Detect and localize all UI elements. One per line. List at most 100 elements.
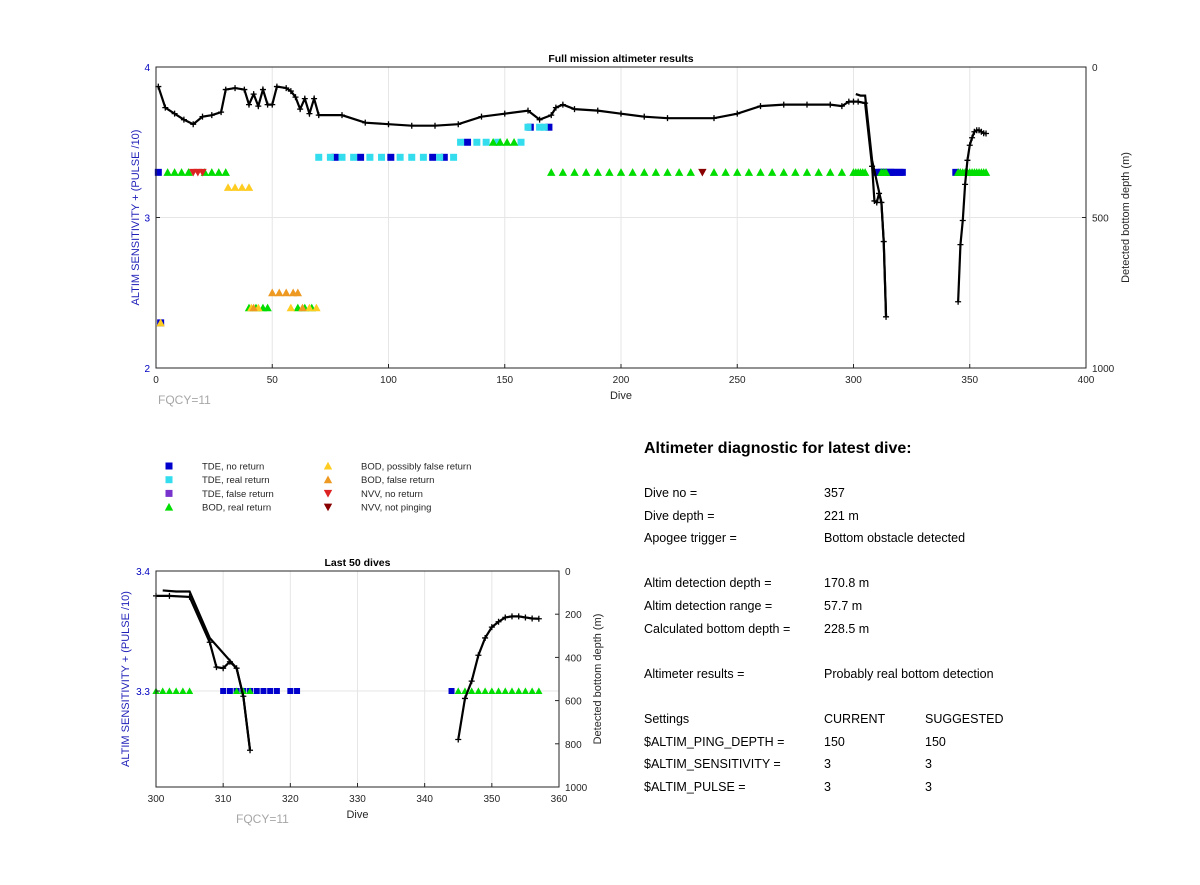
bottom-depth-point (488, 624, 495, 631)
data-point (570, 168, 579, 176)
data-point (220, 688, 227, 694)
legend-marker (165, 476, 173, 484)
ping-depth-suggested: 150 (925, 734, 946, 749)
bottom-depth-point (855, 98, 862, 105)
data-point (509, 138, 519, 146)
data-point (378, 153, 386, 161)
bottom-depth-point (171, 110, 178, 117)
bottom-depth-point (301, 95, 308, 102)
bottom-depth-point (501, 110, 508, 117)
bottom-depth-point (292, 94, 299, 101)
bottom-depth-point (269, 101, 276, 108)
legend-label: TDE, no return (202, 462, 264, 473)
x-tick-label: 0 (153, 375, 159, 386)
x-tick-label: 360 (551, 794, 568, 805)
bottom-depth-point (966, 142, 973, 149)
bottom-depth-point (468, 678, 475, 685)
data-point (744, 168, 754, 176)
data-point (357, 153, 365, 161)
y-right-tick-label: 0 (1092, 63, 1098, 74)
data-point (260, 688, 267, 694)
data-point (366, 153, 374, 161)
bottom-depth-point (482, 634, 489, 641)
data-point (756, 168, 765, 176)
bottom-depth-point (246, 101, 252, 108)
bottom-depth-point (306, 110, 313, 117)
apogee-row: Apogee trigger = Bottom obstacle detecte… (644, 531, 1164, 554)
dive-depth-label: Dive depth = (644, 508, 715, 523)
y-left-tick-label: 3.4 (136, 567, 150, 578)
bottom-depth-point (283, 85, 290, 92)
bottom-depth-line (957, 129, 987, 302)
apogee-value: Bottom obstacle detected (824, 531, 966, 546)
data-point (165, 687, 174, 694)
data-point (298, 303, 307, 312)
y-left-tick-label: 4 (144, 63, 150, 74)
ping-depth-label: $ALTIM_PING_DEPTH = (644, 734, 785, 749)
bottom-depth-point (571, 106, 578, 113)
suggested-header: SUGGESTED (925, 711, 1004, 726)
data-point (156, 318, 165, 327)
bottom-depth-point (618, 110, 624, 117)
data-point (214, 168, 223, 176)
data-point (286, 303, 296, 312)
data-point (616, 168, 626, 176)
legend-marker (323, 503, 333, 512)
bottom-depth-point (208, 112, 215, 119)
data-point (273, 688, 280, 694)
y-right-tick-label: 500 (1092, 214, 1109, 225)
data-point (494, 138, 502, 146)
bottom-depth-point (213, 664, 220, 671)
data-point (282, 288, 291, 297)
bottom-depth-point (222, 86, 229, 93)
legend-label: BOD, possibly false return (361, 462, 471, 473)
bottom-depth-point (508, 613, 515, 620)
bottom-depth-point (255, 103, 262, 110)
y-right-tick-label: 200 (565, 610, 582, 621)
data-point (338, 153, 346, 161)
x-tick-label: 400 (1078, 375, 1095, 386)
legend-label: TDE, false return (202, 489, 274, 500)
apogee-label: Apogee trigger = (644, 531, 737, 546)
x-tick-label: 350 (961, 375, 978, 386)
data-point (593, 168, 602, 176)
bottom-depth-line (855, 93, 888, 317)
data-point (294, 688, 301, 694)
bottom-depth-point (166, 592, 173, 599)
y-right-tick-label: 1000 (1092, 364, 1115, 375)
x-tick-label: 300 (845, 375, 862, 386)
bottom-depth-point (455, 736, 462, 743)
current-header: CURRENT (824, 711, 886, 726)
bottom-depth-point (311, 95, 318, 102)
fqcy-label: FQCY=11 (236, 812, 289, 826)
calc-depth-row: Calculated bottom depth = 228.5 m (644, 622, 1164, 645)
dive-no-value: 357 (824, 486, 845, 500)
bottom-depth-point (757, 103, 764, 110)
data-point (524, 123, 532, 131)
chart-last50: 300 310 320 330 340 350 360 3.3 3.4 0 200 400 600 800… (120, 557, 604, 826)
data-point (674, 168, 684, 176)
bottom-depth-point (455, 121, 462, 128)
x-tick-label: 200 (613, 375, 630, 386)
data-point (287, 688, 294, 694)
legend-label: TDE, real return (202, 475, 270, 486)
bottom-depth-point (408, 122, 415, 129)
legend: TDE, no return TDE, real return TDE, false… (164, 462, 471, 514)
bottom-depth-point (525, 107, 531, 114)
y-right-axis-label: Detected bottom depth (m) (592, 614, 604, 745)
bottom-depth-point (641, 113, 648, 120)
bottom-depth-point (206, 639, 213, 646)
ping-depth-row: $ALTIM_PING_DEPTH = 150 150 (644, 735, 1164, 758)
bottom-depth-point (711, 115, 717, 122)
data-point (860, 168, 870, 176)
bottom-depth-point (502, 614, 509, 621)
dive-depth-row: Dive depth = 221 m (644, 509, 1164, 532)
bottom-depth-line (162, 589, 252, 751)
data-point (237, 183, 247, 191)
bottom-depth-point (273, 83, 280, 90)
y-left-tick-label: 3.3 (136, 687, 150, 698)
bottom-depth-point (664, 115, 671, 122)
bottom-depth-point (362, 119, 369, 126)
data-point (223, 183, 233, 191)
